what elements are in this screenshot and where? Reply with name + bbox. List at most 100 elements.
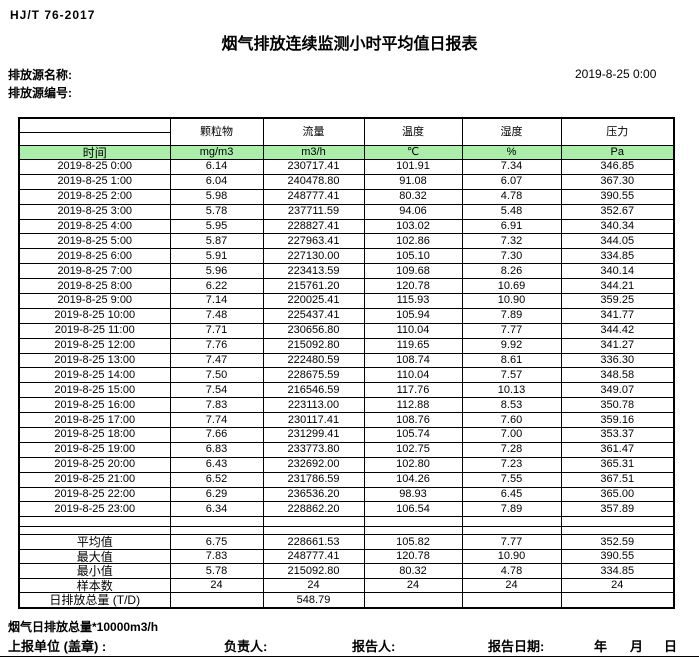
value-cell: 7.60 <box>461 412 562 429</box>
value-cell: 120.78 <box>363 278 463 295</box>
value-cell: 5.96 <box>169 263 264 280</box>
value-cell: 110.04 <box>363 367 463 384</box>
value-cell: 5.98 <box>169 188 264 205</box>
value-cell: 101.91 <box>363 159 463 175</box>
value-cell: 240478.80 <box>262 173 365 190</box>
summary-row: 平均值 6.75 228661.53 105.82 7.77 352.59 <box>18 534 675 550</box>
time-cell: 2019-8-25 4:00 <box>18 218 171 235</box>
value-cell: 215092.80 <box>262 337 365 354</box>
report-datetime: 2019-8-25 0:00 <box>575 67 657 81</box>
table-row: 2019-8-25 23:00 6.34 228862.20 106.54 7.89 35… <box>18 501 675 518</box>
value-cell: 230717.41 <box>262 159 365 175</box>
value-cell: 340.34 <box>560 218 675 235</box>
spacer-row <box>18 526 675 536</box>
spacer-cell <box>18 526 171 536</box>
time-cell: 2019-8-25 11:00 <box>18 322 171 339</box>
year-label: 年 <box>594 639 608 654</box>
value-cell: 110.04 <box>363 322 463 339</box>
value-cell: 548.79 <box>262 592 365 609</box>
value-cell: 7.50 <box>169 367 264 384</box>
table-row: 2019-8-25 6:00 5.91 227130.00 105.10 7.30 334… <box>18 248 675 265</box>
value-cell: 5.48 <box>461 203 562 220</box>
reporter-label: 报告人: <box>352 639 396 654</box>
value-cell: 119.65 <box>363 337 463 354</box>
unit-percent: % <box>461 145 562 160</box>
spacer-cell <box>169 526 264 536</box>
table-row: 2019-8-25 20:00 6.43 232692.00 102.80 7.23 36… <box>18 456 675 473</box>
value-cell: 222480.59 <box>262 352 365 369</box>
value-cell: 112.88 <box>363 397 463 414</box>
value-cell: 228827.41 <box>262 218 365 235</box>
value-cell: 105.74 <box>363 427 463 443</box>
value-cell: 334.85 <box>560 248 675 265</box>
value-cell: 115.93 <box>363 293 463 309</box>
value-cell: 7.77 <box>461 534 562 550</box>
value-cell: 230656.80 <box>262 322 365 339</box>
page-title: 烟气排放连续监测小时平均值日报表 <box>221 36 478 53</box>
value-cell: 8.61 <box>461 352 562 369</box>
value-cell: 102.80 <box>363 456 463 473</box>
table-row: 2019-8-25 21:00 6.52 231786.59 104.26 7.55 36… <box>18 471 675 488</box>
spacer-cell <box>169 516 264 528</box>
column-header-flow: 流量 <box>262 117 365 146</box>
table-row: 2019-8-25 12:00 7.76 215092.80 119.65 9.92 34… <box>18 337 675 354</box>
bottom-divider <box>0 656 699 657</box>
spacer-cell <box>262 516 365 528</box>
value-cell: 91.08 <box>363 173 463 190</box>
value-cell: 24 <box>363 577 463 594</box>
value-cell: 233773.80 <box>262 441 365 458</box>
value-cell: 10.90 <box>461 293 562 309</box>
time-cell: 2019-8-25 0:00 <box>18 159 171 175</box>
value-cell: 220025.41 <box>262 293 365 309</box>
value-cell: 7.28 <box>461 441 562 458</box>
value-cell: 361.47 <box>560 441 675 458</box>
value-cell: 7.23 <box>461 456 562 473</box>
value-cell: 344.05 <box>560 233 675 250</box>
value-cell: 6.04 <box>169 173 264 190</box>
unit-pa: Pa <box>560 145 675 160</box>
value-cell: 6.29 <box>169 486 264 503</box>
signature-line: 上报单位 (盖章) : 负责人: 报告人: 报告日期: 年 月 日 <box>0 636 699 654</box>
spacer-cell <box>363 516 463 528</box>
value-cell: 353.37 <box>560 427 675 443</box>
value-cell: 341.27 <box>560 337 675 354</box>
value-cell: 228862.20 <box>262 501 365 518</box>
time-cell: 2019-8-25 9:00 <box>18 293 171 309</box>
value-cell: 5.78 <box>169 563 264 579</box>
value-cell: 227130.00 <box>262 248 365 265</box>
table-row: 2019-8-25 17:00 7.74 230117.41 108.76 7.60 35… <box>18 412 675 429</box>
value-cell: 6.34 <box>169 501 264 518</box>
value-cell: 7.89 <box>461 501 562 518</box>
spacer-row <box>18 516 675 528</box>
summary-row: 日排放总量 (T/D) 548.79 <box>18 592 675 609</box>
value-cell: 367.51 <box>560 471 675 488</box>
value-cell: 223113.00 <box>262 397 365 414</box>
time-cell: 2019-8-25 2:00 <box>18 188 171 205</box>
table-row: 2019-8-25 19:00 6.83 233773.80 102.75 7.28 36… <box>18 441 675 458</box>
value-cell: 4.78 <box>461 188 562 205</box>
value-cell: 7.66 <box>169 427 264 443</box>
source-name-label: 排放源名称: <box>8 68 72 82</box>
value-cell: 7.54 <box>169 382 264 399</box>
column-header-humidity: 湿度 <box>461 117 562 146</box>
value-cell: 359.16 <box>560 412 675 429</box>
time-cell: 2019-8-25 10:00 <box>18 307 171 324</box>
header-blank-cell-top <box>18 117 171 133</box>
time-cell: 2019-8-25 8:00 <box>18 278 171 295</box>
value-cell: 24 <box>262 577 365 594</box>
value-cell: 7.57 <box>461 367 562 384</box>
value-cell: 237711.59 <box>262 203 365 220</box>
value-cell: 231786.59 <box>262 471 365 488</box>
table-row: 2019-8-25 14:00 7.50 228675.59 110.04 7.57 34… <box>18 367 675 384</box>
value-cell: 117.76 <box>363 382 463 399</box>
table-row: 2019-8-25 8:00 6.22 215761.20 120.78 10.69 34… <box>18 278 675 295</box>
value-cell: 105.82 <box>363 534 463 550</box>
time-cell: 2019-8-25 23:00 <box>18 501 171 518</box>
value-cell <box>560 592 675 609</box>
time-cell: 2019-8-25 3:00 <box>18 203 171 220</box>
value-cell: 6.07 <box>461 173 562 190</box>
time-cell: 2019-8-25 19:00 <box>18 441 171 458</box>
value-cell: 7.32 <box>461 233 562 250</box>
value-cell <box>461 592 562 609</box>
value-cell: 223413.59 <box>262 263 365 280</box>
